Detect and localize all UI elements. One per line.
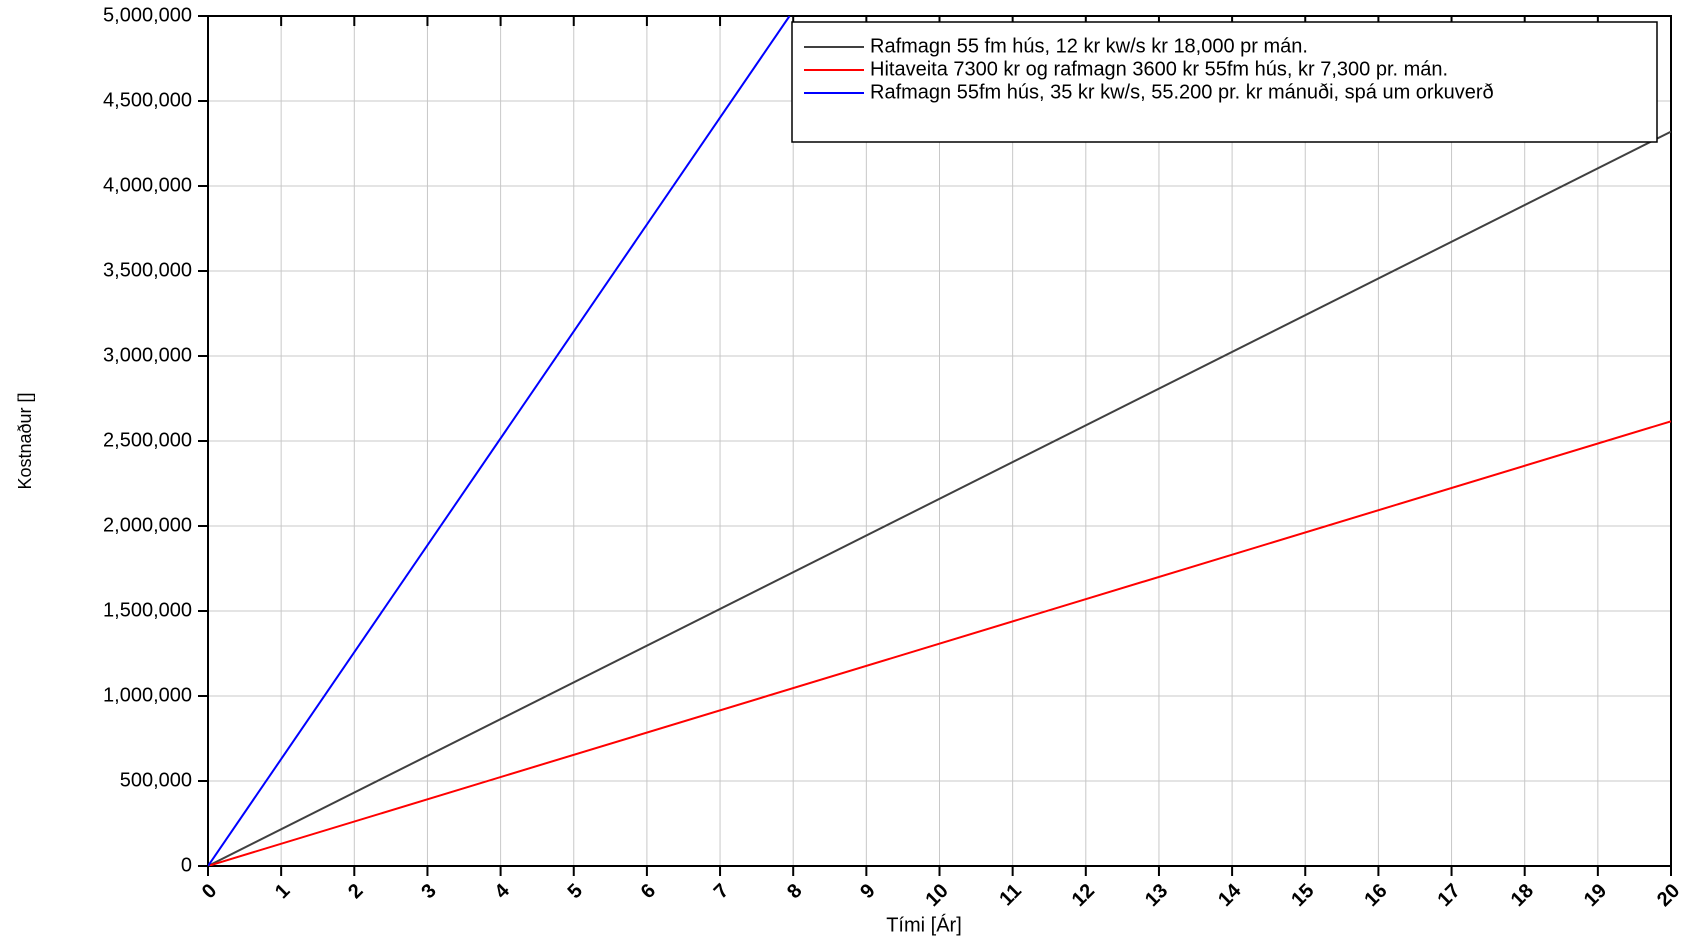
y-tick-label: 0 [181,854,192,876]
x-axis-title: Tími [Ár] [886,913,962,936]
x-tick-label: 20 [1653,880,1684,911]
x-tick-label: 17 [1434,880,1465,911]
plot-frame [207,15,1672,867]
x-tick-label: 3 [417,880,440,903]
x-tick-label: 16 [1360,880,1391,911]
x-tick-label: 15 [1287,880,1318,911]
x-tick-label: 14 [1214,879,1246,911]
y-tick-label: 3,000,000 [103,344,192,366]
legend-label: Rafmagn 55 fm hús, 12 kr kw/s kr 18,000 … [870,35,1308,57]
line-series [208,16,791,866]
x-tick-label: 11 [995,880,1026,911]
y-tick-label: 1,500,000 [103,599,192,621]
y-tick-label: 3,500,000 [103,259,192,281]
y-axis-title: Kostnaður [] [15,392,35,489]
x-tick-label: 4 [490,879,514,903]
x-tick-label: 5 [564,880,587,903]
x-tick-label: 0 [198,880,221,903]
x-tick-label: 7 [710,880,733,903]
line-series [208,130,1671,866]
legend-label: Rafmagn 55fm hús, 35 kr kw/s, 55.200 pr.… [870,81,1494,103]
legend-label: Hitaveita 7300 kr og rafmagn 3600 kr 55f… [870,58,1448,80]
line-series [208,420,1671,866]
y-tick-label: 5,000,000 [103,4,192,26]
y-tick-label: 4,500,000 [103,89,192,111]
x-tick-label: 13 [1141,880,1172,911]
x-tick-label: 9 [856,880,879,903]
x-tick-label: 19 [1580,880,1611,911]
y-tick-label: 4,000,000 [103,174,192,196]
x-tick-label: 2 [344,880,367,903]
legend-box [791,21,1658,143]
x-tick-label: 8 [783,880,806,903]
x-tick-label: 12 [1068,880,1099,911]
y-tick-label: 1,000,000 [103,684,192,706]
y-tick-label: 2,500,000 [103,429,192,451]
x-tick-label: 6 [637,880,660,903]
x-tick-label: 10 [921,880,952,911]
x-tick-label: 1 [271,880,294,903]
y-tick-label: 2,000,000 [103,514,192,536]
x-tick-label: 18 [1507,880,1538,911]
y-tick-label: 500,000 [120,769,192,791]
